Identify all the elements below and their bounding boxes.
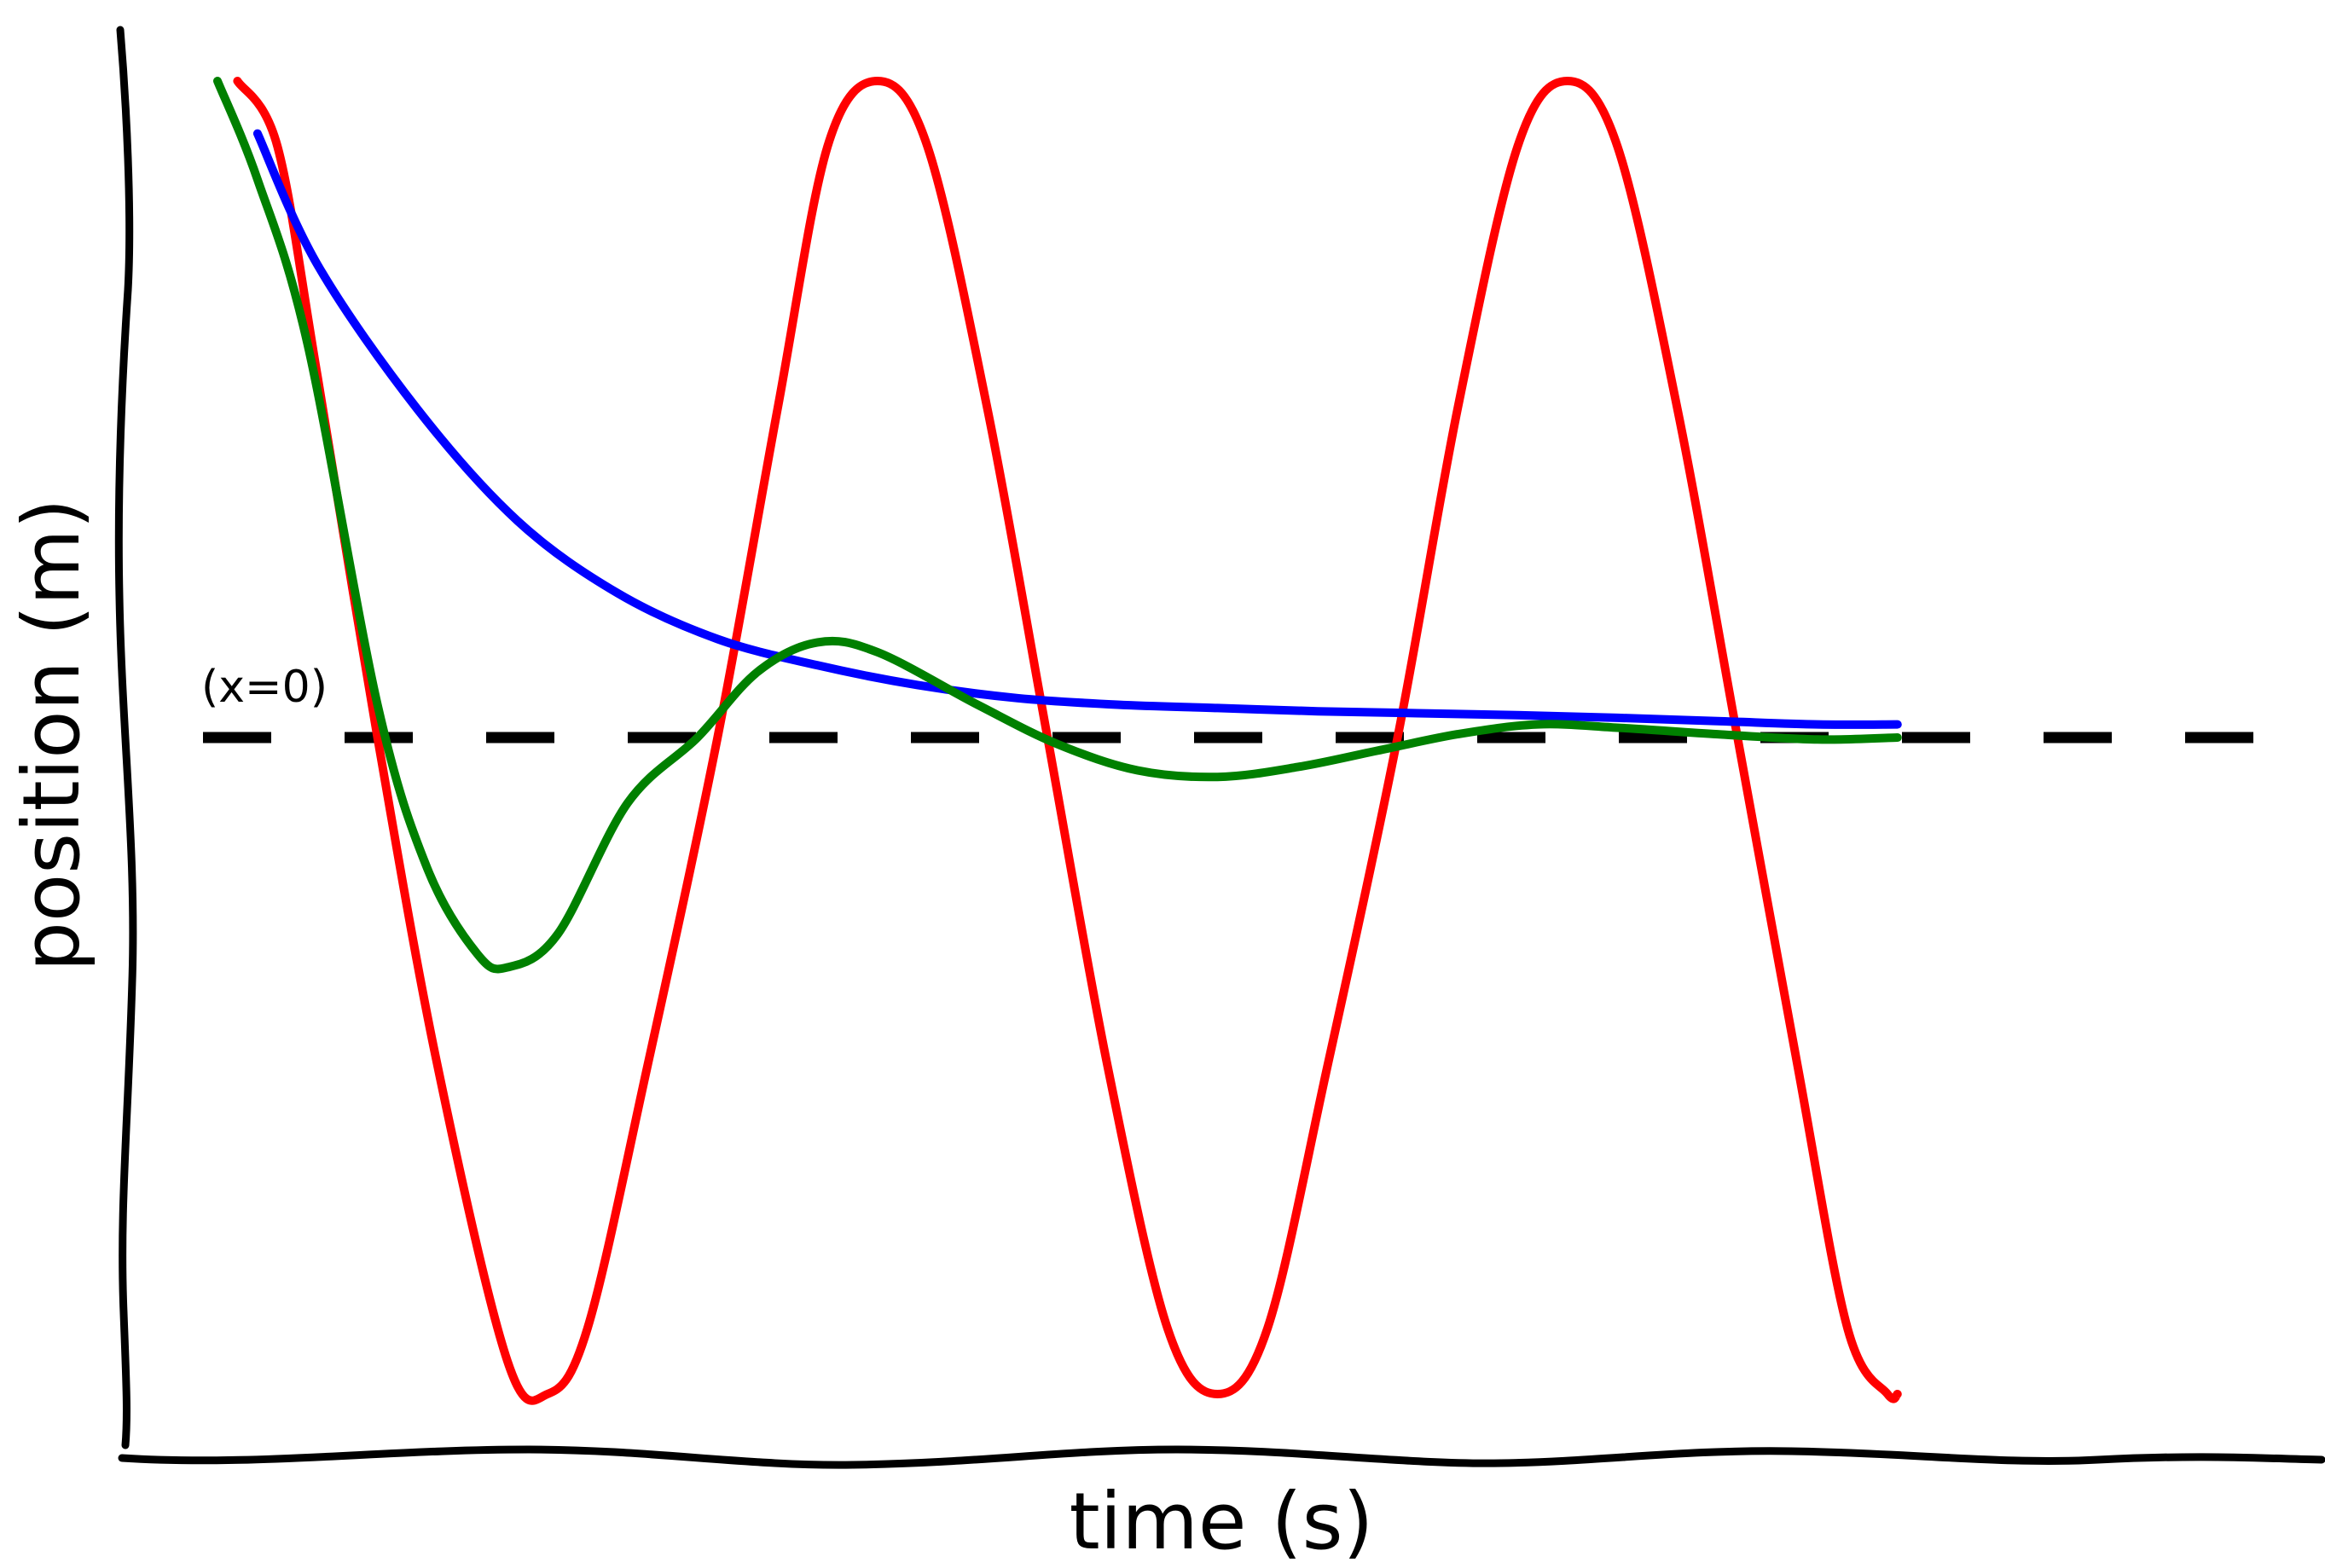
series-line-green (213, 77, 1902, 974)
x-axis-line (118, 1445, 2325, 1469)
x-axis-label: time (s) (1070, 1476, 1374, 1567)
y-axis-line (114, 26, 137, 1449)
series-line-blue (252, 129, 1902, 729)
series-line-red (233, 77, 1902, 1405)
axes (114, 26, 2325, 1469)
reference-line-label: (x=0) (201, 662, 328, 713)
y-axis-label: position (m) (6, 498, 97, 971)
series-group (213, 77, 1902, 1405)
